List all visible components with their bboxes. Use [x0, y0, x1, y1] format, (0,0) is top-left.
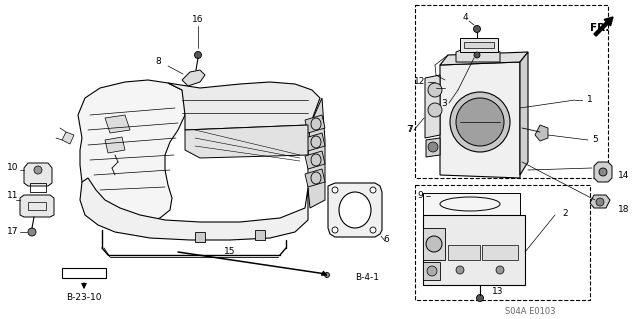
Text: 8: 8: [155, 57, 161, 66]
Polygon shape: [305, 115, 325, 133]
Circle shape: [370, 187, 376, 193]
Text: B-23-10: B-23-10: [67, 293, 102, 302]
Circle shape: [195, 51, 202, 58]
Ellipse shape: [339, 192, 371, 228]
Circle shape: [456, 98, 504, 146]
Text: B-4-1: B-4-1: [355, 273, 379, 283]
FancyArrow shape: [594, 17, 613, 36]
Circle shape: [474, 52, 480, 58]
Polygon shape: [305, 169, 325, 187]
Polygon shape: [535, 125, 548, 141]
Polygon shape: [105, 115, 130, 133]
Polygon shape: [255, 230, 265, 240]
Polygon shape: [590, 195, 610, 208]
Polygon shape: [594, 162, 612, 182]
Circle shape: [428, 83, 442, 97]
Polygon shape: [426, 138, 440, 157]
Text: 18: 18: [618, 205, 630, 214]
Circle shape: [34, 166, 42, 174]
Text: 16: 16: [192, 14, 204, 24]
Circle shape: [428, 103, 442, 117]
Circle shape: [596, 198, 604, 206]
Text: 3: 3: [441, 99, 447, 108]
Circle shape: [477, 294, 483, 301]
Polygon shape: [24, 163, 52, 186]
Circle shape: [324, 272, 330, 278]
Text: 5: 5: [592, 136, 598, 145]
Polygon shape: [440, 52, 528, 65]
Circle shape: [496, 266, 504, 274]
Polygon shape: [305, 151, 325, 169]
Polygon shape: [308, 98, 325, 208]
Polygon shape: [423, 193, 520, 215]
Text: S04A E0103: S04A E0103: [505, 308, 556, 316]
Circle shape: [332, 227, 338, 233]
Text: 11: 11: [6, 191, 18, 201]
Polygon shape: [423, 215, 525, 285]
Polygon shape: [464, 42, 494, 48]
Circle shape: [474, 26, 481, 33]
Text: 12: 12: [413, 78, 425, 86]
Circle shape: [28, 228, 36, 236]
Circle shape: [332, 187, 338, 193]
Polygon shape: [78, 80, 188, 222]
Text: 7: 7: [407, 125, 413, 135]
Circle shape: [450, 92, 510, 152]
Text: 10: 10: [6, 164, 18, 173]
Text: 6: 6: [383, 234, 388, 243]
Text: 14: 14: [618, 170, 629, 180]
Text: 15: 15: [224, 248, 236, 256]
Polygon shape: [185, 125, 308, 158]
Polygon shape: [423, 228, 445, 260]
Polygon shape: [62, 132, 74, 144]
Polygon shape: [168, 82, 320, 130]
Polygon shape: [105, 137, 125, 153]
Polygon shape: [520, 52, 528, 175]
Polygon shape: [328, 183, 382, 237]
Polygon shape: [425, 75, 440, 138]
Text: 17: 17: [6, 227, 18, 236]
Polygon shape: [195, 232, 205, 242]
Text: 13: 13: [492, 287, 504, 296]
Polygon shape: [80, 178, 308, 240]
Circle shape: [599, 168, 607, 176]
Polygon shape: [305, 133, 325, 151]
Polygon shape: [440, 62, 520, 178]
Text: 1: 1: [587, 95, 593, 105]
Text: 9: 9: [417, 191, 423, 201]
Text: 7: 7: [406, 125, 412, 135]
Polygon shape: [460, 38, 498, 52]
Text: FR.: FR.: [590, 23, 609, 33]
Circle shape: [427, 266, 437, 276]
Polygon shape: [423, 262, 440, 280]
Circle shape: [426, 236, 442, 252]
Text: 2: 2: [562, 209, 568, 218]
Circle shape: [428, 142, 438, 152]
Text: 4: 4: [462, 12, 468, 21]
Circle shape: [456, 266, 464, 274]
Polygon shape: [448, 245, 480, 260]
Polygon shape: [456, 48, 500, 62]
Polygon shape: [20, 195, 54, 217]
Polygon shape: [182, 70, 205, 86]
Polygon shape: [482, 245, 518, 260]
Circle shape: [370, 227, 376, 233]
